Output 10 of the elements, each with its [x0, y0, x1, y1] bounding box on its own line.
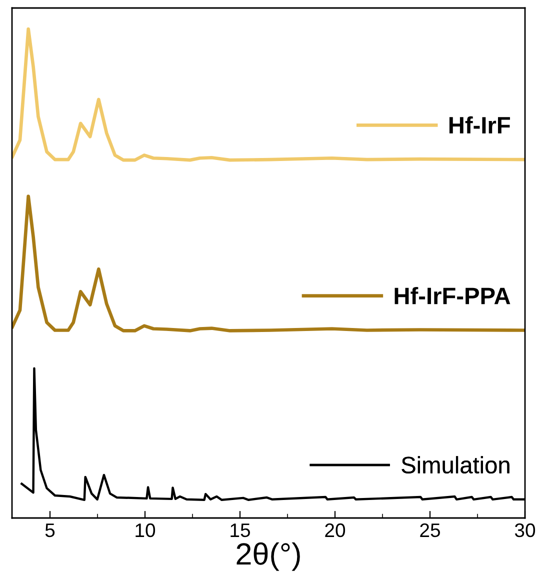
- legend-label: Hf-IrF-PPA: [394, 286, 510, 304]
- x-tick-label: 5: [45, 524, 55, 538]
- x-tick-label: 15: [230, 524, 250, 538]
- x-tick-label: 25: [420, 523, 440, 538]
- legend-label: Hf-IrF: [449, 116, 510, 134]
- x-tick-label: 30: [514, 523, 536, 538]
- x-axis-title: 2θ(°): [236, 542, 300, 571]
- x-tick-label: 20: [325, 523, 346, 538]
- x-tick-label: 10: [136, 523, 156, 538]
- legend-label: Simulation: [402, 456, 510, 474]
